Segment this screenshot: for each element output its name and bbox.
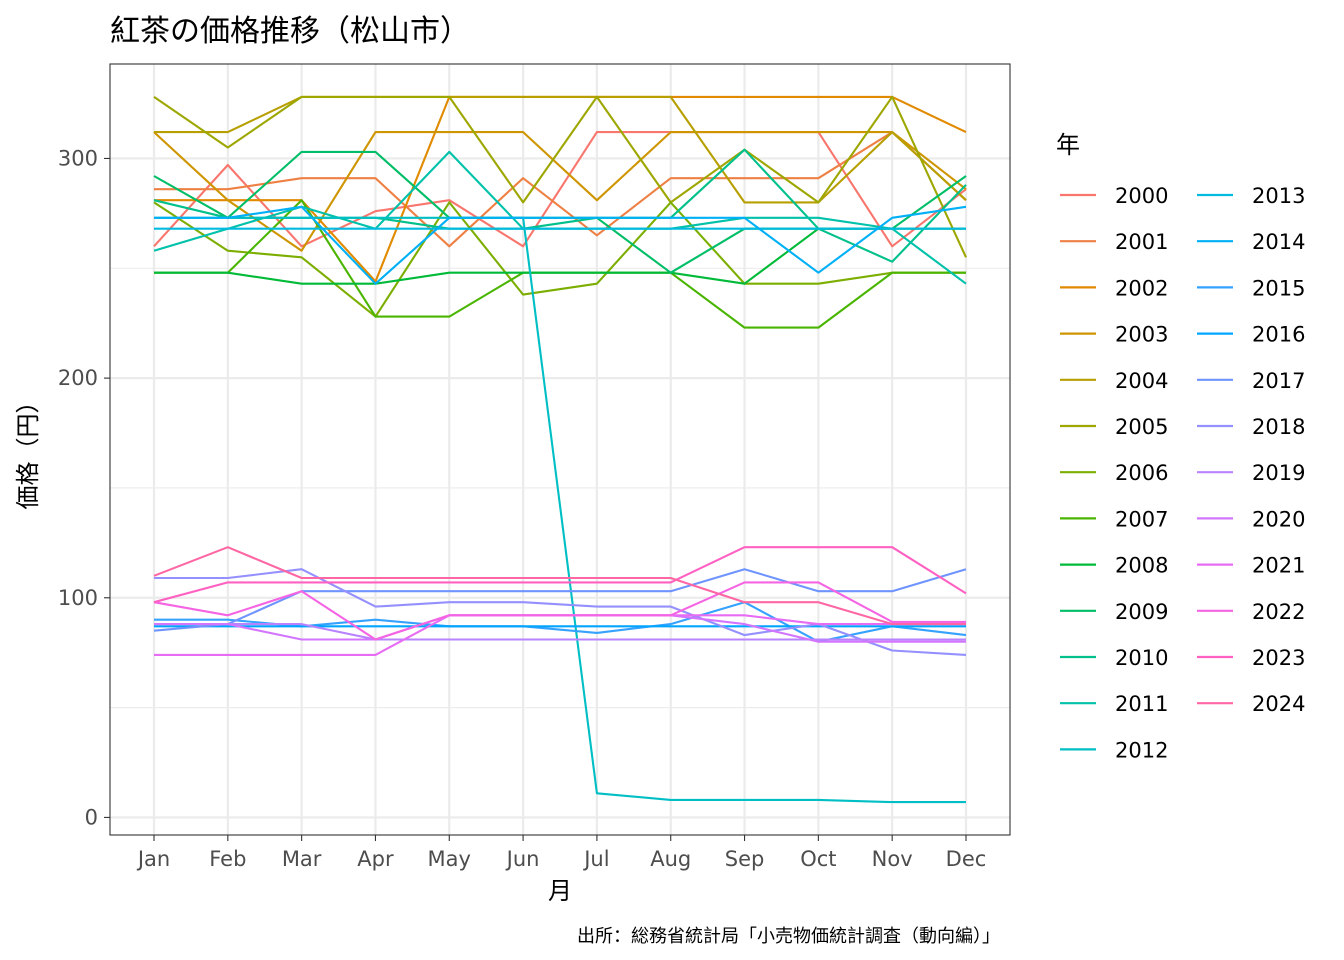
- series-line-2005: [153, 95, 967, 258]
- x-tick-label: Feb: [209, 847, 246, 871]
- series-line-2023: [153, 546, 967, 604]
- x-axis: Jan Feb Mar Apr May Jun Jul Aug Sep Oct Nov Dec: [136, 835, 987, 871]
- legend-label-2014: 2014: [1252, 230, 1305, 254]
- series-line-2001: [154, 131, 967, 248]
- legend-label-2002: 2002: [1115, 276, 1168, 300]
- series-line-2006: [153, 201, 966, 318]
- legend-label-2023: 2023: [1252, 646, 1305, 670]
- series-line-2000: [153, 131, 967, 248]
- x-tick-label: Jan: [136, 847, 170, 871]
- x-tick-label: May: [428, 847, 471, 871]
- major-gridlines: [110, 64, 1010, 835]
- legend-label-2004: 2004: [1115, 369, 1168, 393]
- legend-label-2013: 2013: [1252, 184, 1305, 208]
- legend-label-2006: 2006: [1115, 461, 1168, 485]
- series-line-2004: [154, 95, 967, 204]
- plot-border: [109, 63, 1011, 836]
- legend: 年 2000 2001 2002 2003 2004 2005 2006 2007 2008 20…: [1056, 131, 1305, 762]
- y-tick-label: 100: [58, 586, 98, 610]
- x-tick-label: Jul: [582, 847, 609, 871]
- legend-label-2010: 2010: [1115, 646, 1168, 670]
- legend-label-2012: 2012: [1115, 738, 1168, 762]
- legend-label-2001: 2001: [1115, 230, 1168, 254]
- chart-title: 紅茶の価格推移（松山市）: [110, 14, 470, 49]
- series-line-2003: [153, 131, 967, 252]
- x-tick-label: Apr: [357, 847, 394, 871]
- series-line-2024: [153, 546, 966, 626]
- x-tick-label: Sep: [725, 847, 765, 871]
- y-axis-title: 価格（円）: [14, 390, 42, 510]
- plot-panel: [110, 64, 1010, 835]
- legend-label-2009: 2009: [1115, 600, 1168, 624]
- legend-label-2000: 2000: [1115, 184, 1168, 208]
- legend-label-2024: 2024: [1252, 692, 1305, 716]
- legend-label-2020: 2020: [1252, 507, 1305, 531]
- x-tick-label: Nov: [872, 847, 913, 871]
- legend-label-2022: 2022: [1252, 600, 1305, 624]
- caption: 出所：総務省統計局「小売物価統計調査（動向編）」: [577, 926, 1000, 947]
- series-line-2019: [154, 623, 966, 641]
- x-tick-label: Aug: [650, 847, 691, 871]
- minor-gridlines: [110, 267, 1010, 709]
- legend-label-2018: 2018: [1252, 415, 1305, 439]
- series-line-2017: [153, 568, 967, 632]
- y-tick-label: 200: [58, 366, 98, 390]
- legend-title: 年: [1056, 131, 1080, 159]
- series-line-2014: [154, 205, 967, 285]
- series-line-2022: [153, 581, 966, 641]
- legend-label-2005: 2005: [1115, 415, 1168, 439]
- series-line-2012: [154, 216, 966, 804]
- series-lines: [153, 95, 967, 804]
- x-tick-label: Oct: [800, 847, 836, 871]
- x-tick-label: Jun: [505, 847, 540, 871]
- x-tick-label: Dec: [946, 847, 987, 871]
- legend-label-2015: 2015: [1252, 276, 1305, 300]
- legend-label-2019: 2019: [1252, 461, 1305, 485]
- legend-label-2017: 2017: [1252, 369, 1305, 393]
- y-tick-label: 0: [85, 805, 98, 829]
- series-line-2018: [154, 568, 967, 656]
- legend-label-2011: 2011: [1115, 692, 1168, 716]
- legend-label-2021: 2021: [1252, 554, 1305, 578]
- y-axis: 0 100 200 300: [58, 146, 110, 829]
- x-axis-title: 月: [548, 877, 572, 905]
- x-tick-label: Mar: [282, 847, 322, 871]
- legend-label-2016: 2016: [1252, 323, 1305, 347]
- legend-label-2003: 2003: [1115, 323, 1168, 347]
- legend-label-2008: 2008: [1115, 554, 1168, 578]
- legend-label-2007: 2007: [1115, 507, 1168, 531]
- y-tick-label: 300: [58, 146, 98, 170]
